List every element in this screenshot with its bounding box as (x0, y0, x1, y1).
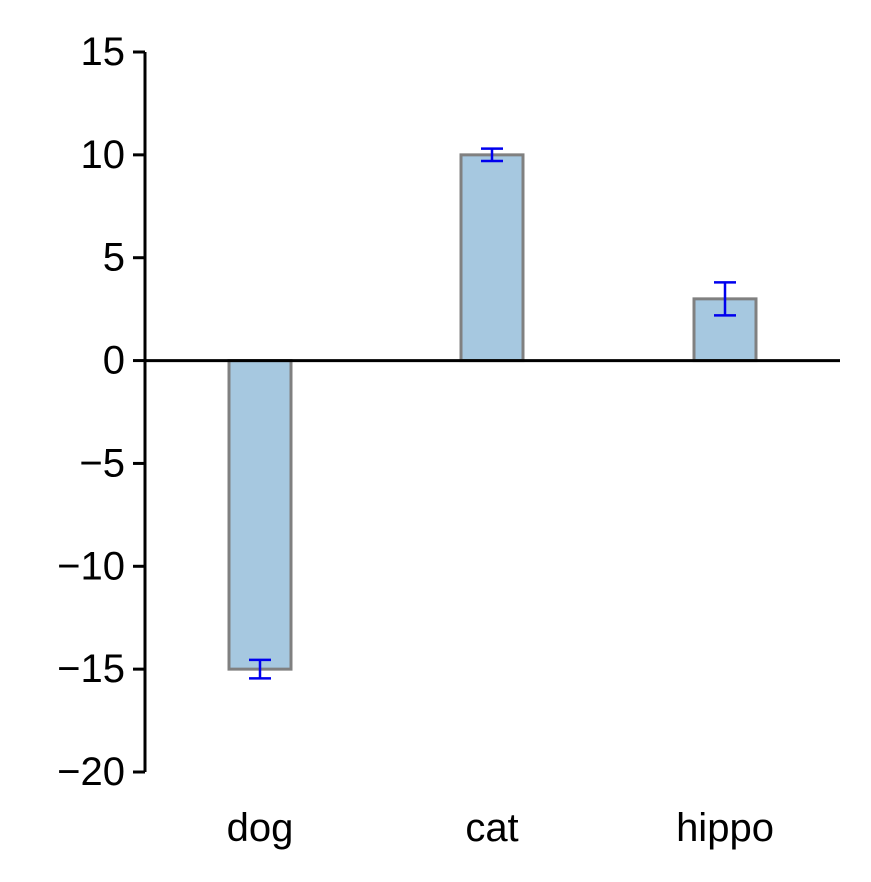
x-tick-label-dog: dog (227, 806, 294, 850)
x-tick-label-cat: cat (465, 806, 518, 850)
y-tick-label: −15 (57, 647, 125, 691)
error-bars (249, 147, 736, 680)
y-tick-label: 10 (81, 133, 126, 177)
y-tick-label: 15 (81, 30, 126, 74)
error-bar-hippo (714, 281, 736, 317)
y-tick-label: −20 (57, 750, 125, 794)
error-bar-cat (481, 147, 503, 163)
y-tick-label: 0 (103, 339, 125, 383)
y-axis: 15 10 5 0 −5 −10 −15 −20 (57, 30, 147, 794)
x-axis-labels: dog cat hippo (227, 806, 774, 850)
bar-cat (459, 153, 525, 363)
bars (227, 153, 758, 671)
y-tick-label: −5 (79, 441, 125, 485)
x-tick-label-hippo: hippo (676, 806, 774, 850)
error-bar-dog (249, 658, 271, 680)
y-tick-label: −10 (57, 544, 125, 588)
bar-dog (227, 359, 293, 671)
y-tick-label: 5 (103, 236, 125, 280)
